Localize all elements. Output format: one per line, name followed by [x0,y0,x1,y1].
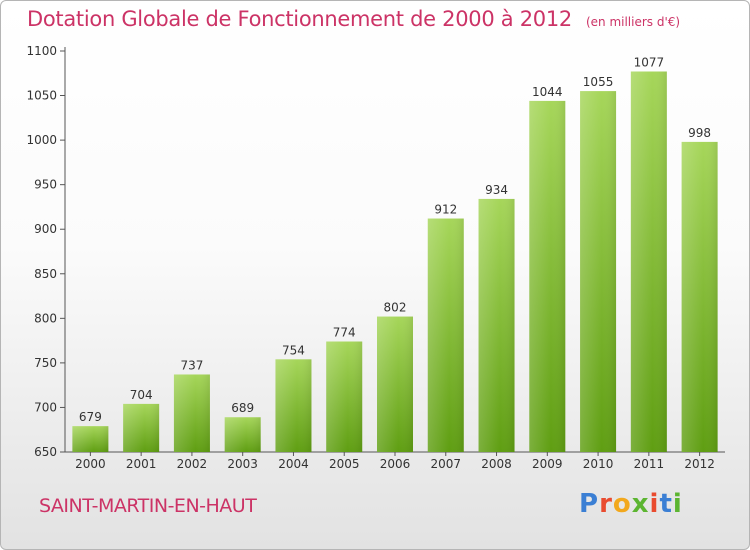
x-tick-label: 2008 [481,457,512,471]
bar-value-label: 689 [231,401,254,415]
bar-value-label: 1055 [583,75,614,89]
x-tick-label: 2003 [227,457,258,471]
logo-letter: i [672,489,683,519]
y-tick-label: 900 [34,222,57,236]
chart-title-text: Dotation Globale de Fonctionnement de 20… [27,7,572,31]
bar-value-label: 704 [130,388,153,402]
bar-value-label: 737 [180,358,203,372]
bar-highlight [275,359,312,452]
x-tick-label: 2000 [75,457,106,471]
bar-value-label: 912 [434,203,457,217]
bar-value-label: 774 [333,326,356,340]
bar-highlight [580,91,617,452]
logo-letter: P [579,489,600,519]
bar-highlight [478,198,515,452]
bar-highlight [224,417,261,452]
y-tick-label: 950 [34,178,57,192]
y-tick-label: 850 [34,267,57,281]
logo-letter: r [599,489,613,519]
chart-labels: 679 2000 704 2001 737 2002 689 2003 754 2004 774 20… [75,55,715,471]
bar-value-label: 802 [384,301,407,315]
x-tick-label: 2007 [430,457,461,471]
bar-highlight [529,100,566,452]
logo-letter: o [612,489,632,519]
x-tick-label: 2010 [583,457,614,471]
chart-subtitle: (en milliers d'€) [585,15,681,29]
x-tick-label: 2006 [380,457,411,471]
chart-axes: 650 700 750 800 850 900 950 1000 1050 1100 [26,44,725,459]
bar-value-label: 754 [282,343,305,357]
logo-letter: x [631,489,650,519]
bar-value-label: 934 [485,183,508,197]
y-tick-label: 1000 [26,133,57,147]
logo-letter: t [659,489,673,519]
bar-highlight [123,403,160,452]
chart-bars [72,71,718,453]
y-tick-label: 750 [34,356,57,370]
y-tick-label: 700 [34,400,57,414]
commune-name: SAINT-MARTIN-EN-HAUT [39,495,257,517]
bar-value-label: 1044 [532,85,563,99]
bar-value-label: 1077 [634,55,665,69]
x-tick-label: 2005 [329,457,360,471]
x-tick-label: 2001 [126,457,157,471]
y-tick-label: 1100 [26,44,57,58]
bar-highlight [427,218,464,452]
x-tick-label: 2009 [532,457,563,471]
x-tick-label: 2011 [634,457,665,471]
bar-highlight [173,374,210,452]
bar-value-label: 679 [79,410,102,424]
y-tick-label: 650 [34,445,57,459]
bar-value-label: 998 [688,126,711,140]
x-tick-label: 2012 [684,457,715,471]
logo-letter: i [649,489,660,519]
bar-highlight [630,71,667,453]
y-tick-label: 800 [34,311,57,325]
bar-highlight [377,316,413,452]
proxiti-logo: Proxiti [579,489,683,519]
y-tick-label: 1050 [26,89,57,103]
bar-highlight [72,426,109,452]
x-tick-label: 2002 [177,457,208,471]
x-tick-label: 2004 [278,457,309,471]
bar-highlight [681,141,718,453]
bar-highlight [326,341,363,452]
chart-title: Dotation Globale de Fonctionnement de 20… [27,7,680,31]
